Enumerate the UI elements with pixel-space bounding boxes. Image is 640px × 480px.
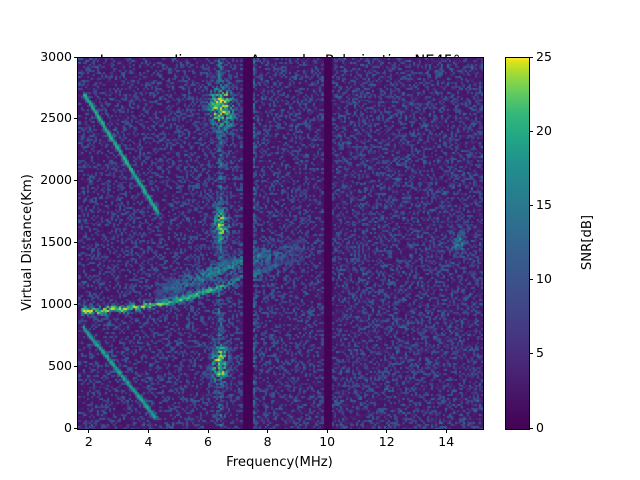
colorbar-tick-label-25: 25 — [536, 48, 552, 64]
colorbar-tick-label-5: 5 — [536, 345, 544, 361]
x-tick-10 — [326, 429, 328, 433]
x-tick-2 — [88, 429, 90, 433]
x-tick-14 — [445, 429, 447, 433]
y-tick-1000 — [73, 303, 77, 305]
colorbar-tick-label-15: 15 — [536, 196, 552, 212]
colorbar-tick-10 — [529, 279, 533, 281]
x-axis-title: Frequency(MHz) — [226, 455, 333, 470]
x-tick-label-8: 8 — [263, 434, 272, 449]
colorbar-tick-25 — [529, 56, 533, 58]
y-tick-500 — [73, 365, 77, 367]
x-tick-label-6: 6 — [204, 434, 212, 449]
colorbar-title: SNR[dB] — [580, 214, 595, 271]
y-tick-3000 — [73, 56, 77, 58]
x-tick-6 — [207, 429, 209, 433]
x-tick-12 — [386, 429, 388, 433]
colorbar-tick-label-20: 20 — [536, 122, 552, 138]
y-tick-label-0: 0 — [64, 419, 72, 435]
colorbar-tick-20 — [529, 130, 533, 132]
colorbar-tick-label-0: 0 — [536, 419, 544, 435]
colorbar-tick-0 — [529, 427, 533, 429]
x-tick-label-12: 12 — [378, 434, 395, 449]
y-tick-label-2000: 2000 — [40, 172, 72, 188]
colorbar-tick-15 — [529, 204, 533, 206]
x-tick-label-4: 4 — [144, 434, 153, 449]
y-axis-title: Virtual Distance(Km) — [20, 174, 35, 311]
y-tick-2500 — [73, 118, 77, 120]
colorbar-tick-5 — [529, 353, 533, 355]
colorbar-tick-label-10: 10 — [536, 271, 552, 287]
x-tick-label-14: 14 — [438, 434, 455, 449]
y-tick-label-3000: 3000 — [40, 48, 72, 64]
y-tick-label-500: 500 — [48, 357, 72, 373]
y-tick-2000 — [73, 180, 77, 182]
x-tick-8 — [267, 429, 269, 433]
x-tick-4 — [147, 429, 150, 433]
y-tick-label-2500: 2500 — [40, 110, 72, 126]
x-tick-label-10: 10 — [319, 434, 336, 449]
plot-axes — [77, 57, 484, 430]
y-tick-1500 — [73, 242, 77, 244]
y-tick-0 — [73, 427, 77, 429]
ionogram-heatmap — [78, 58, 483, 429]
y-tick-label-1000: 1000 — [40, 295, 72, 311]
y-tick-label-1500: 1500 — [40, 234, 72, 249]
x-tick-label-2: 2 — [84, 434, 93, 449]
colorbar — [505, 57, 530, 430]
